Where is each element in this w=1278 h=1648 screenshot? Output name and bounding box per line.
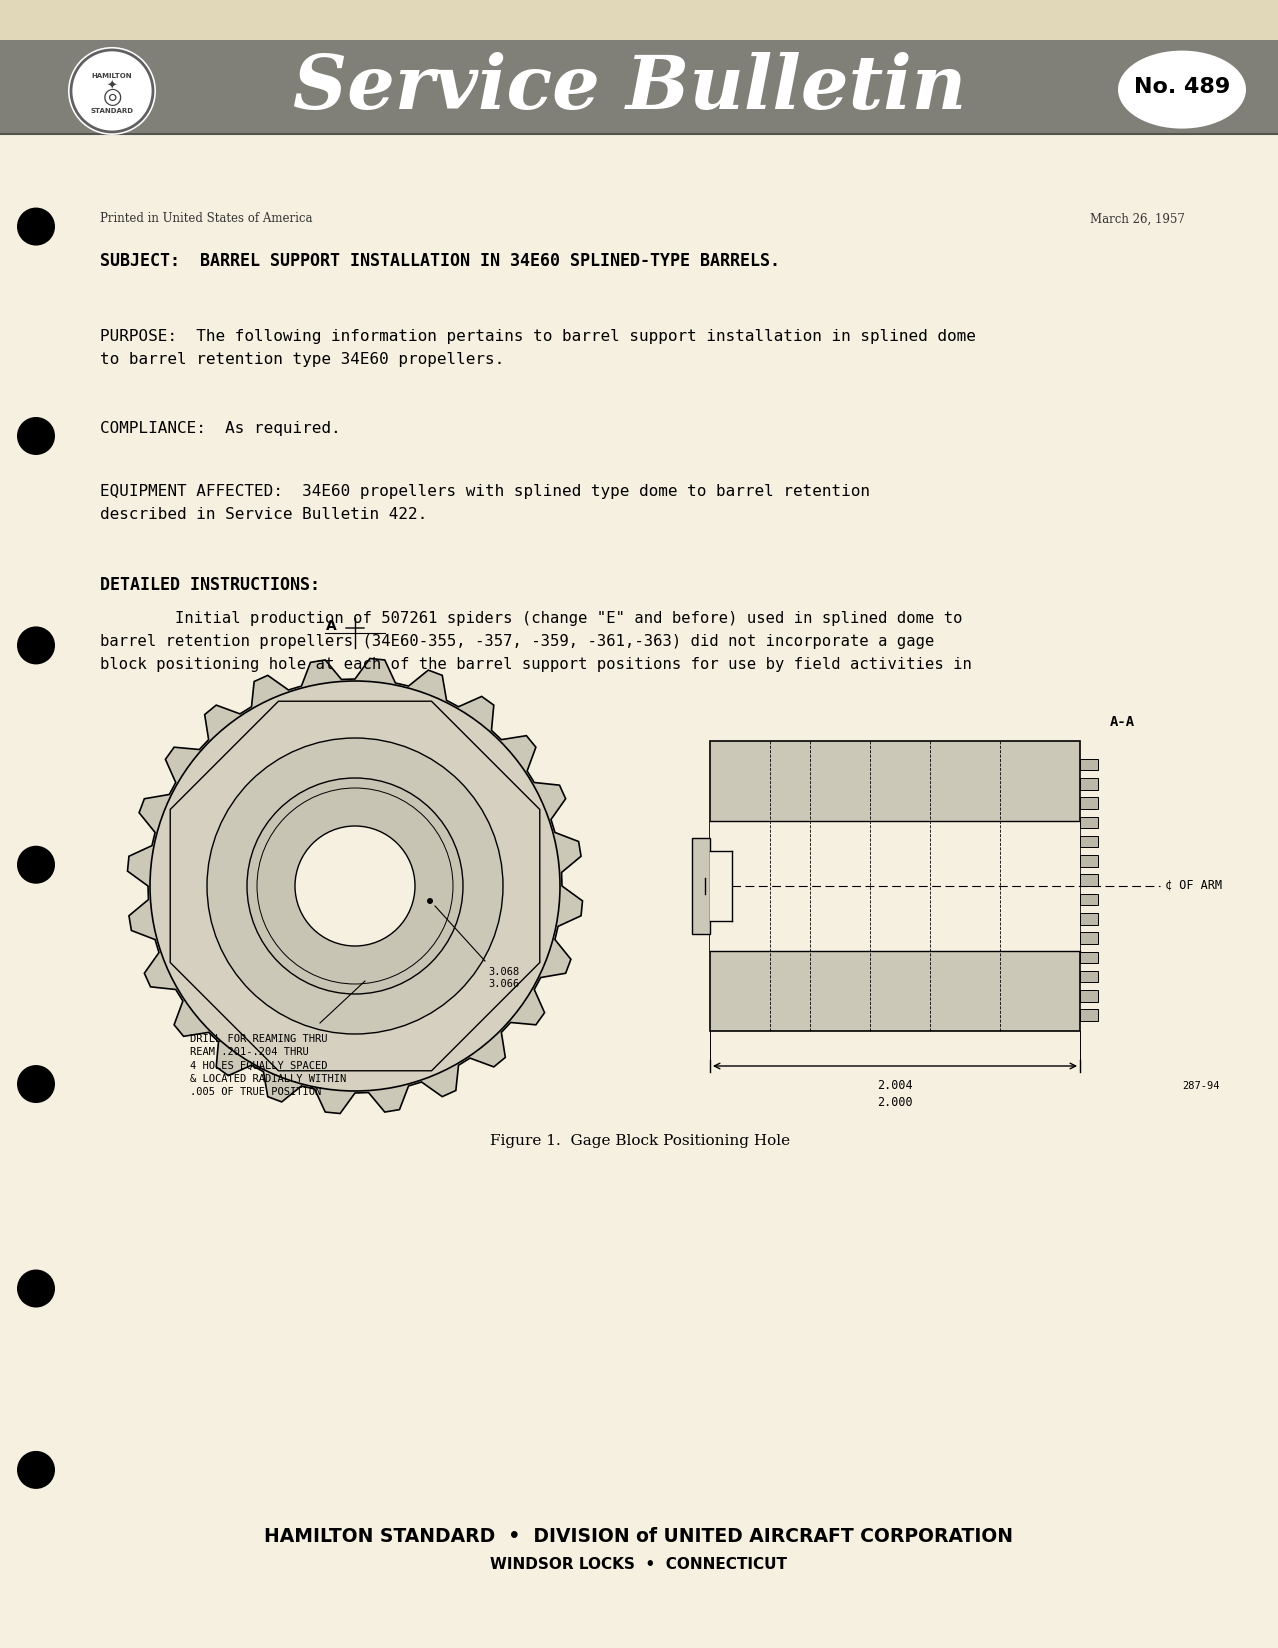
FancyBboxPatch shape (1080, 778, 1098, 789)
Circle shape (17, 1269, 55, 1309)
FancyBboxPatch shape (711, 821, 1080, 951)
FancyBboxPatch shape (711, 742, 1080, 1032)
FancyBboxPatch shape (1080, 895, 1098, 906)
FancyBboxPatch shape (1080, 798, 1098, 809)
Circle shape (17, 1065, 55, 1104)
FancyBboxPatch shape (1080, 875, 1098, 887)
Text: ¢ OF ARM: ¢ OF ARM (1166, 878, 1222, 892)
FancyBboxPatch shape (0, 41, 1278, 135)
FancyBboxPatch shape (1080, 855, 1098, 867)
Text: PURPOSE:  The following information pertains to barrel support installation in s: PURPOSE: The following information perta… (100, 330, 976, 368)
Polygon shape (128, 659, 583, 1114)
Text: March 26, 1957: March 26, 1957 (1090, 213, 1185, 226)
Text: Initial production of 507261 spiders (change "E" and before) used in splined dom: Initial production of 507261 spiders (ch… (100, 611, 971, 671)
Ellipse shape (1118, 51, 1246, 130)
Circle shape (17, 1450, 55, 1490)
FancyBboxPatch shape (691, 839, 711, 934)
FancyBboxPatch shape (1080, 971, 1098, 982)
Text: HAMILTON: HAMILTON (92, 73, 133, 79)
Circle shape (247, 778, 463, 994)
Text: ✦: ✦ (107, 79, 118, 92)
Text: DRILL FOR REAMING THRU
REAM .201-.204 THRU
4 HOLES EQUALLY SPACED
& LOCATED RADI: DRILL FOR REAMING THRU REAM .201-.204 TH… (190, 1033, 346, 1096)
Text: COMPLIANCE:  As required.: COMPLIANCE: As required. (100, 420, 341, 435)
Text: DETAILED INSTRUCTIONS:: DETAILED INSTRUCTIONS: (100, 575, 320, 593)
Text: No. 489: No. 489 (1134, 76, 1231, 97)
Text: 3.068
3.066: 3.068 3.066 (488, 966, 519, 989)
FancyBboxPatch shape (0, 0, 1278, 84)
Circle shape (17, 208, 55, 247)
Circle shape (17, 626, 55, 666)
FancyBboxPatch shape (1080, 933, 1098, 944)
FancyBboxPatch shape (1080, 1010, 1098, 1022)
Text: A-A: A-A (1111, 715, 1135, 728)
Circle shape (207, 738, 504, 1035)
Circle shape (17, 845, 55, 885)
Text: 2.004
2.000: 2.004 2.000 (877, 1078, 912, 1107)
FancyBboxPatch shape (1080, 760, 1098, 771)
Text: EQUIPMENT AFFECTED:  34E60 propellers with splined type dome to barrel retention: EQUIPMENT AFFECTED: 34E60 propellers wit… (100, 485, 870, 522)
Text: ◎: ◎ (102, 87, 121, 107)
FancyBboxPatch shape (1080, 953, 1098, 964)
Circle shape (17, 417, 55, 456)
FancyBboxPatch shape (1080, 913, 1098, 925)
Text: WINDSOR LOCKS  •  CONNECTICUT: WINDSOR LOCKS • CONNECTICUT (491, 1557, 787, 1572)
FancyBboxPatch shape (1080, 817, 1098, 829)
Circle shape (427, 898, 433, 905)
FancyBboxPatch shape (1080, 990, 1098, 1002)
Circle shape (68, 48, 156, 135)
Text: STANDARD: STANDARD (91, 107, 133, 114)
Circle shape (295, 827, 415, 946)
Text: Service Bulletin: Service Bulletin (294, 51, 966, 124)
Text: HAMILTON STANDARD  •  DIVISION of UNITED AIRCRAFT CORPORATION: HAMILTON STANDARD • DIVISION of UNITED A… (265, 1526, 1013, 1546)
Text: Printed in United States of America: Printed in United States of America (100, 213, 313, 226)
FancyBboxPatch shape (1080, 836, 1098, 849)
FancyBboxPatch shape (711, 852, 732, 921)
Text: SUBJECT:  BARREL SUPPORT INSTALLATION IN 34E60 SPLINED-TYPE BARRELS.: SUBJECT: BARREL SUPPORT INSTALLATION IN … (100, 252, 780, 270)
Text: Figure 1.  Gage Block Positioning Hole: Figure 1. Gage Block Positioning Hole (489, 1134, 790, 1147)
Circle shape (150, 682, 560, 1091)
Text: 287-94: 287-94 (1182, 1081, 1220, 1091)
Text: A: A (326, 618, 337, 633)
